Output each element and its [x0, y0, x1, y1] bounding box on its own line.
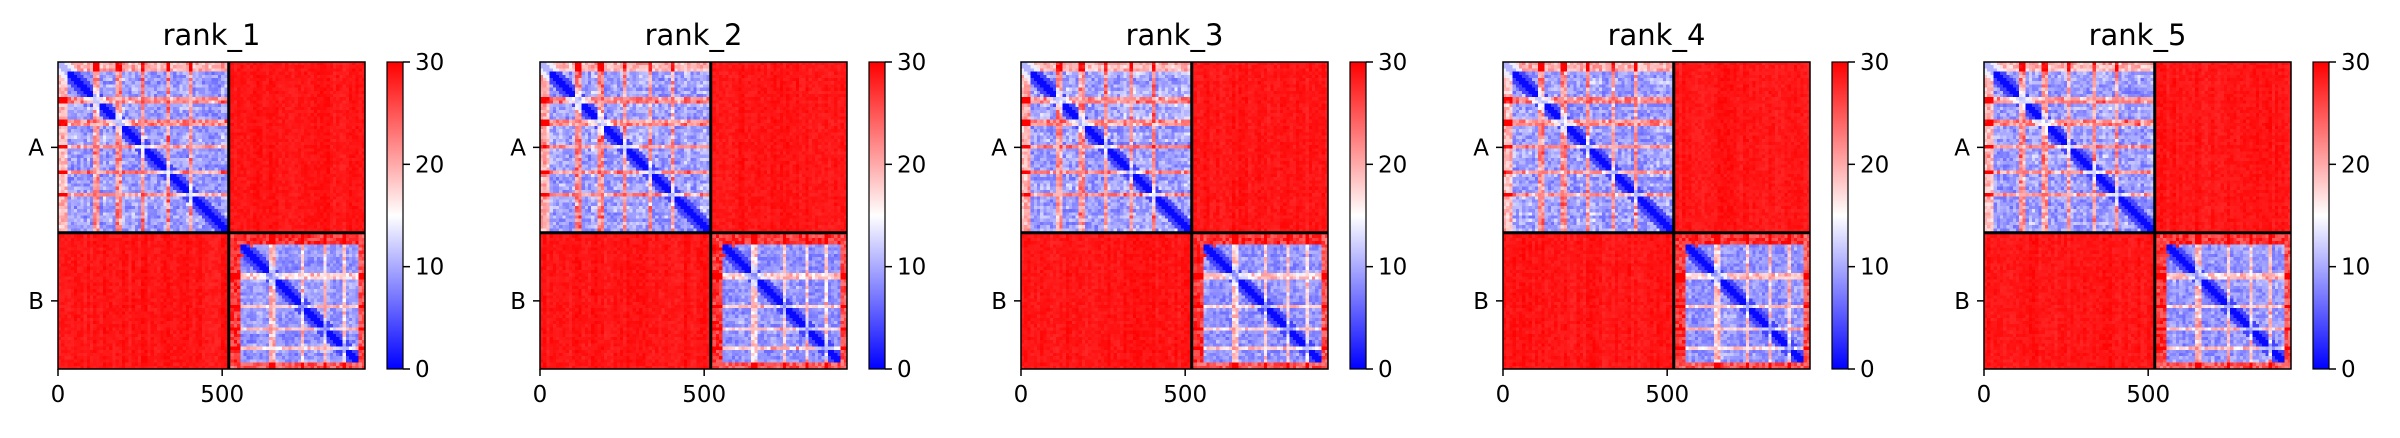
- colorbar-tick-label: 10: [2341, 255, 2370, 281]
- heatmap-cells: [540, 62, 847, 369]
- heatmap-panel-2: rank_2 0 500 A B 0 10 20 30: [510, 18, 926, 408]
- y-tick-label: B: [28, 289, 44, 315]
- heatmap-panel-3: rank_3 0 500 A B 0 10 20 30: [991, 18, 1407, 408]
- heatmap-cells: [1021, 62, 1328, 369]
- colorbar: [2312, 61, 2330, 370]
- colorbar-tick-label: 10: [897, 255, 926, 281]
- colorbar-tick-label: 20: [1378, 152, 1407, 178]
- x-tick-label: 500: [1163, 382, 1207, 408]
- y-tick-label: B: [510, 289, 526, 315]
- colorbar: [868, 61, 886, 370]
- panel-title: rank_3: [1126, 18, 1224, 52]
- x-tick-label: 500: [682, 382, 726, 408]
- heatmap-panel-5: rank_5 0 500 A B 0 10 20 30: [1954, 18, 2370, 408]
- y-tick-label: A: [28, 135, 44, 161]
- heatmap-frame: [539, 61, 848, 370]
- colorbar: [1831, 61, 1849, 370]
- y-tick-label: B: [1473, 289, 1489, 315]
- colorbar-tick-label: 20: [1860, 152, 1889, 178]
- heatmap-frame: [1020, 61, 1329, 370]
- x-tick-label: 500: [1645, 382, 1689, 408]
- y-tick-label: A: [510, 135, 526, 161]
- x-tick-label: 0: [1496, 382, 1511, 408]
- colorbar-tick-label: 10: [1860, 255, 1889, 281]
- colorbar-tick-label: 20: [415, 152, 444, 178]
- x-tick-label: 0: [1977, 382, 1992, 408]
- heatmap-panel-1: rank_1 0 500 A B 0 10 20 30: [28, 18, 444, 408]
- panel-title: rank_1: [163, 18, 261, 52]
- y-tick-label: B: [1954, 289, 1970, 315]
- panel-title: rank_2: [645, 18, 743, 52]
- colorbar-tick-label: 0: [1860, 357, 1875, 383]
- heatmap-frame: [1502, 61, 1811, 370]
- colorbar-tick-label: 10: [415, 255, 444, 281]
- y-tick-label: A: [991, 135, 1007, 161]
- colorbar-tick-label: 20: [897, 152, 926, 178]
- colorbar: [386, 61, 404, 370]
- colorbar-tick-label: 30: [897, 50, 926, 76]
- colorbar-tick-label: 20: [2341, 152, 2370, 178]
- colorbar-tick-label: 0: [415, 357, 430, 383]
- x-tick-label: 500: [2126, 382, 2170, 408]
- colorbar-tick-label: 30: [1378, 50, 1407, 76]
- colorbar-tick-label: 10: [1378, 255, 1407, 281]
- y-tick-label: A: [1473, 135, 1489, 161]
- colorbar-tick-label: 0: [1378, 357, 1393, 383]
- colorbar-tick-label: 30: [415, 50, 444, 76]
- heatmap-frame: [57, 61, 366, 370]
- colorbar-tick-label: 0: [2341, 357, 2356, 383]
- colorbar: [1349, 61, 1367, 370]
- colorbar-tick-label: 30: [2341, 50, 2370, 76]
- x-tick-label: 0: [51, 382, 66, 408]
- heatmap-panel-4: rank_4 0 500 A B 0 10 20 30: [1473, 18, 1889, 408]
- y-tick-label: A: [1954, 135, 1970, 161]
- heatmap-cells: [58, 62, 365, 369]
- colorbar-tick-label: 0: [897, 357, 912, 383]
- y-tick-label: B: [991, 289, 1007, 315]
- heatmap-cells: [1984, 62, 2291, 369]
- x-tick-label: 0: [1014, 382, 1029, 408]
- panel-title: rank_5: [2089, 18, 2187, 52]
- x-tick-label: 500: [200, 382, 244, 408]
- x-tick-label: 0: [533, 382, 548, 408]
- heatmap-frame: [1983, 61, 2292, 370]
- heatmap-cells: [1503, 62, 1810, 369]
- colorbar-tick-label: 30: [1860, 50, 1889, 76]
- panel-title: rank_4: [1608, 18, 1706, 52]
